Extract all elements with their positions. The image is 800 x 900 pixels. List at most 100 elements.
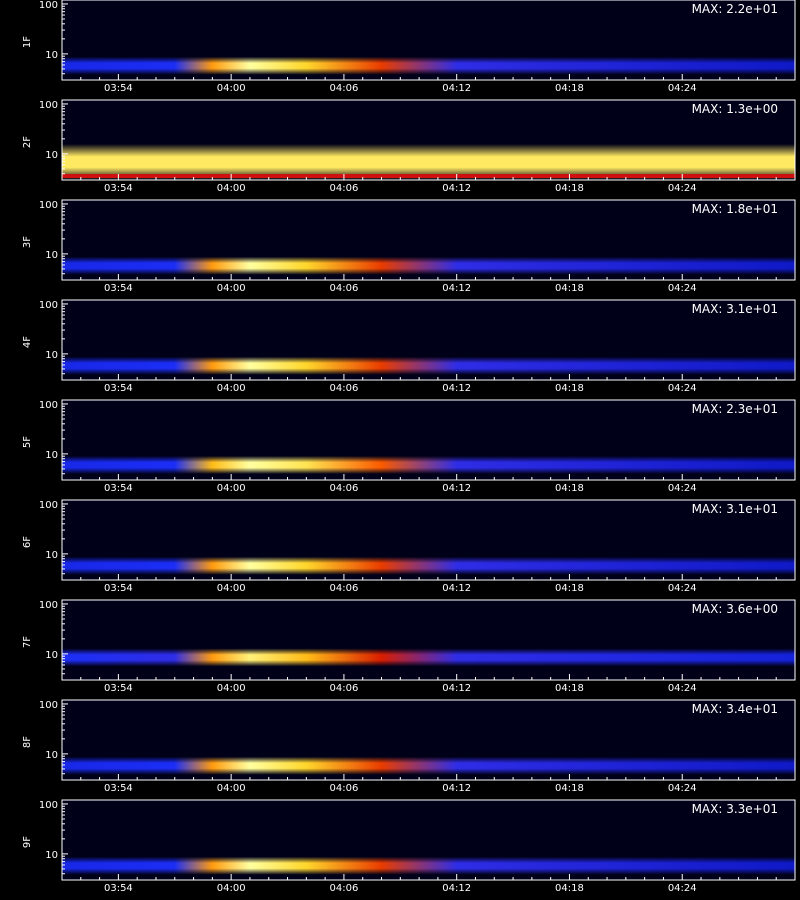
- y-tick-label: 100: [39, 0, 58, 11]
- max-label: MAX: 1.8e+01: [692, 202, 778, 216]
- x-tick-label: 03:54: [104, 183, 133, 194]
- max-label: MAX: 3.1e+01: [692, 302, 778, 316]
- panel-label: 1F: [22, 36, 33, 48]
- intensity-band: [62, 256, 795, 275]
- intensity-band: [62, 756, 795, 775]
- y-tick-label: 10: [45, 750, 58, 761]
- x-tick-label: 04:00: [217, 583, 246, 594]
- x-tick-label: 04:18: [555, 883, 584, 894]
- x-tick-label: 04:18: [555, 383, 584, 394]
- intensity-band: [62, 556, 795, 575]
- max-label: MAX: 3.1e+01: [692, 502, 778, 516]
- x-tick-label: 04:00: [217, 783, 246, 794]
- x-tick-label: 04:06: [330, 483, 359, 494]
- x-tick-label: 04:12: [442, 683, 471, 694]
- panel-label: 8F: [22, 736, 33, 748]
- y-tick-label: 10: [45, 850, 58, 861]
- plot-frame: [61, 299, 796, 381]
- x-tick-label: 04:06: [330, 683, 359, 694]
- intensity-band: [62, 648, 795, 667]
- y-tick-label: 10: [45, 450, 58, 461]
- x-tick-label: 03:54: [104, 283, 133, 294]
- plot-frame: [61, 599, 796, 681]
- x-tick-label: 04:06: [330, 883, 359, 894]
- x-tick-label: 04:06: [330, 583, 359, 594]
- x-tick-label: 04:24: [668, 183, 697, 194]
- panel-3f: 10 100 03:54 04:00 04:06 04:12 04:18 04:24 3F MAX…: [22, 199, 796, 294]
- y-tick-label: 10: [45, 250, 58, 261]
- x-tick-label: 04:12: [442, 183, 471, 194]
- x-tick-label: 04:18: [555, 183, 584, 194]
- intensity-band: [62, 856, 795, 875]
- x-tick-label: 04:24: [668, 883, 697, 894]
- plot-frame: [61, 0, 796, 81]
- x-tick-label: 04:00: [217, 483, 246, 494]
- x-tick-label: 04:00: [217, 383, 246, 394]
- panel-label: 4F: [22, 336, 33, 348]
- y-tick-label: 100: [39, 300, 58, 311]
- x-tick-label: 04:24: [668, 283, 697, 294]
- x-tick-label: 04:12: [442, 383, 471, 394]
- x-tick-label: 04:06: [330, 83, 359, 94]
- plot-frame: [61, 99, 796, 181]
- x-tick-label: 04:24: [668, 383, 697, 394]
- x-tick-label: 04:18: [555, 583, 584, 594]
- y-tick-label: 10: [45, 150, 58, 161]
- x-tick-label: 04:18: [555, 483, 584, 494]
- y-tick-label: 10: [45, 50, 58, 61]
- x-tick-label: 04:06: [330, 383, 359, 394]
- x-tick-label: 04:24: [668, 583, 697, 594]
- x-tick-label: 03:54: [104, 83, 133, 94]
- x-tick-label: 04:06: [330, 183, 359, 194]
- y-tick-label: 100: [39, 500, 58, 511]
- x-tick-label: 04:12: [442, 83, 471, 94]
- y-tick-label: 10: [45, 350, 58, 361]
- x-tick-label: 04:18: [555, 83, 584, 94]
- plot-frame: [61, 499, 796, 581]
- panel-1f: 10 100 03:54 04:00 04:06 04:12 04:18 04:24 1F MAX…: [22, 0, 796, 94]
- y-tick-label: 100: [39, 200, 58, 211]
- panel-5f: 10 100 03:54 04:00 04:06 04:12 04:18 04:24 5F MAX…: [22, 399, 796, 494]
- x-tick-label: 04:00: [217, 183, 246, 194]
- y-tick-label: 100: [39, 400, 58, 411]
- panel-4f: 10 100 03:54 04:00 04:06 04:12 04:18 04:24 4F MAX…: [22, 299, 796, 394]
- intensity-band-edge: [62, 174, 795, 178]
- max-label: MAX: 2.3e+01: [692, 402, 778, 416]
- x-tick-label: 04:00: [217, 283, 246, 294]
- panel-7f: 10 100 03:54 04:00 04:06 04:12 04:18 04:24 7F MAX…: [22, 599, 796, 694]
- x-tick-label: 04:00: [217, 83, 246, 94]
- x-tick-label: 04:18: [555, 283, 584, 294]
- x-tick-label: 04:18: [555, 683, 584, 694]
- plot-frame: [61, 399, 796, 481]
- x-tick-label: 04:24: [668, 783, 697, 794]
- panel-label: 5F: [22, 436, 33, 448]
- x-tick-label: 04:00: [217, 683, 246, 694]
- max-label: MAX: 1.3e+00: [692, 102, 778, 116]
- panel-label: 3F: [22, 236, 33, 248]
- x-tick-label: 04:00: [217, 883, 246, 894]
- x-tick-label: 04:12: [442, 583, 471, 594]
- plot-frame: [61, 199, 796, 281]
- x-tick-label: 04:12: [442, 883, 471, 894]
- panel-2f: 10 100 03:54 04:00 04:06 04:12 04:18 04:24 2F MAX…: [22, 99, 796, 194]
- x-tick-label: 03:54: [104, 483, 133, 494]
- panel-label: 6F: [22, 536, 33, 548]
- intensity-band: [62, 455, 795, 474]
- plot-background: [62, 600, 795, 680]
- x-tick-label: 04:18: [555, 783, 584, 794]
- plot-frame: [61, 699, 796, 781]
- y-tick-label: 10: [45, 550, 58, 561]
- intensity-band: [62, 56, 795, 75]
- y-tick-label: 100: [39, 800, 58, 811]
- panel-6f: 10 100 03:54 04:00 04:06 04:12 04:18 04:24 6F MAX…: [22, 499, 796, 594]
- max-label: MAX: 2.2e+01: [692, 2, 778, 16]
- x-tick-label: 03:54: [104, 883, 133, 894]
- y-tick-label: 100: [39, 100, 58, 111]
- x-tick-label: 04:24: [668, 83, 697, 94]
- x-tick-label: 04:06: [330, 283, 359, 294]
- x-tick-label: 04:12: [442, 283, 471, 294]
- x-tick-label: 03:54: [104, 583, 133, 594]
- intensity-band: [62, 356, 795, 375]
- y-tick-label: 100: [39, 700, 58, 711]
